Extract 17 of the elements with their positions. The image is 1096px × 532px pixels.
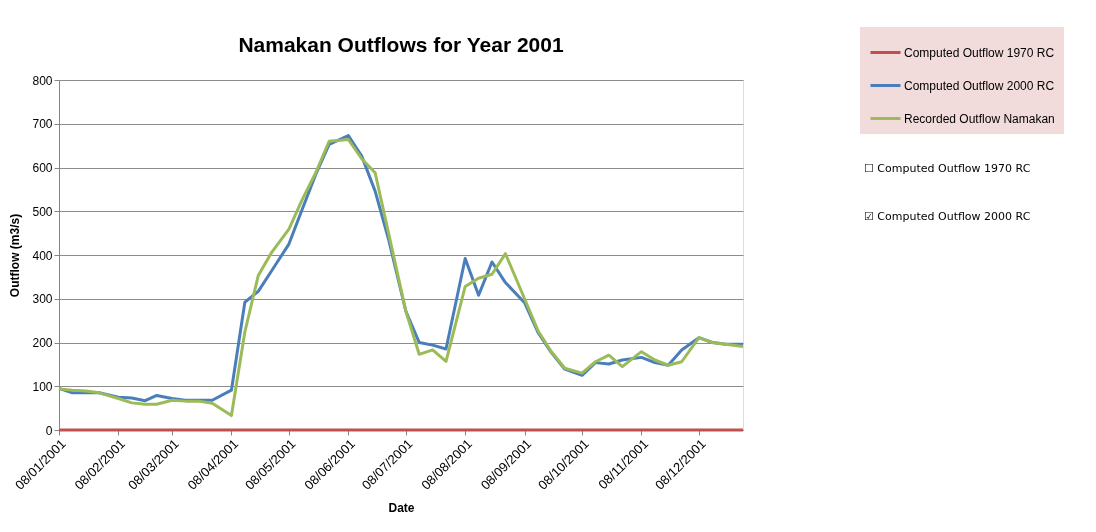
y-tick-label: 300 — [32, 292, 53, 307]
y-tick-label: 200 — [32, 336, 53, 350]
y-tick-label: 0 — [45, 423, 53, 438]
legend-label: Computed Outflow 1970 RC — [904, 45, 1055, 60]
legend-label: Computed Outflow 2000 RC — [904, 78, 1055, 93]
x-axis-title: Date — [388, 500, 415, 515]
y-tick-label: 600 — [32, 161, 53, 175]
text: ☐ Computed Outflow 1970 RC — [864, 162, 1031, 175]
y-axis-title: Outflow (m3/s) — [8, 213, 23, 298]
chart-title: Namakan Outflows for Year 2001 — [238, 33, 564, 56]
y-tick-label: 400 — [32, 248, 53, 263]
y-tick-label: 500 — [32, 204, 53, 219]
y-tick-label: 100 — [32, 379, 53, 394]
y-tick-label: 700 — [32, 117, 53, 132]
y-tick-label: 800 — [32, 73, 53, 88]
legend-label: Recorded Outflow Namakan — [904, 111, 1055, 126]
text: ☑ Computed Outflow 2000 RC — [864, 210, 1031, 223]
